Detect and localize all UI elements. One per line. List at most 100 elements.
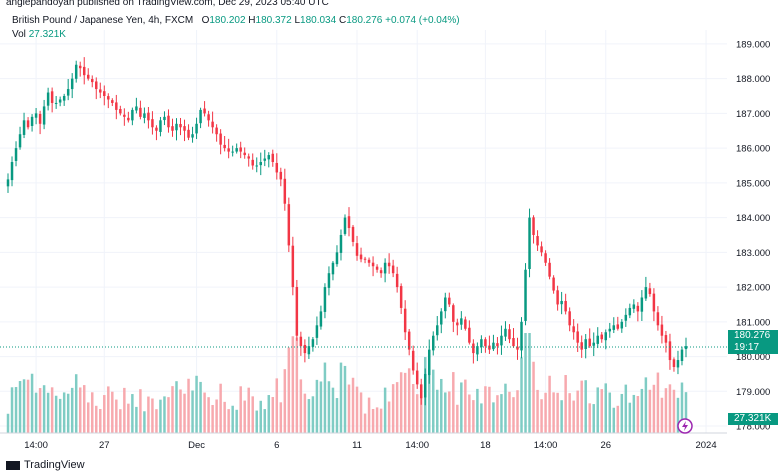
volume-bar	[628, 402, 632, 433]
volume-bar	[640, 388, 644, 433]
volume-bar	[307, 399, 311, 433]
volume-bar	[440, 378, 443, 433]
candle-body	[351, 226, 355, 242]
candle-body	[684, 346, 688, 350]
candle-body	[436, 325, 439, 336]
candle-body	[62, 96, 66, 101]
volume-bar	[644, 377, 648, 433]
volume-bar	[371, 408, 375, 433]
volume-bar	[199, 381, 202, 433]
volume-bar	[664, 388, 668, 433]
candle-body	[387, 262, 391, 267]
candle-body	[303, 344, 307, 354]
candle-body	[460, 318, 463, 325]
candle-body	[500, 335, 503, 346]
candle-body	[243, 152, 246, 156]
volume-bar	[70, 387, 74, 433]
volume-bar	[524, 333, 527, 433]
candle-body	[18, 134, 22, 148]
volume-bar	[532, 361, 535, 433]
volume-bar	[183, 393, 186, 433]
y-tick-label: 178.000	[736, 422, 770, 433]
y-tick-label: 179.000	[736, 387, 770, 398]
candle-body	[427, 349, 431, 376]
symbol-title[interactable]: British Pound / Japanese Yen, 4h, FXCM	[12, 15, 194, 26]
volume-bar	[139, 389, 142, 433]
volume-bar	[556, 392, 559, 433]
candle-body	[99, 89, 102, 93]
y-tick-label: 181.000	[736, 317, 770, 328]
candle-body	[231, 151, 234, 153]
candle-body	[331, 262, 335, 275]
candle-body	[468, 327, 471, 343]
volume-bar	[452, 372, 455, 433]
candle-body	[343, 217, 347, 234]
candle-body	[680, 349, 684, 361]
candle-body	[359, 254, 363, 260]
candle-body	[656, 312, 660, 326]
volume-bar	[415, 394, 419, 433]
candle-body	[66, 89, 70, 96]
candle-body	[375, 266, 379, 270]
candle-body	[203, 108, 206, 114]
volume-bar	[26, 379, 30, 433]
volume-bar	[548, 375, 551, 433]
candle-body	[524, 269, 527, 321]
volume-bar	[684, 392, 688, 433]
volume-bar	[427, 352, 431, 433]
candle-body	[30, 116, 34, 126]
volume-bar	[608, 392, 612, 433]
volume-bar	[151, 398, 154, 433]
candle-body	[568, 311, 571, 326]
volume-bar	[207, 397, 210, 433]
volume-bars	[6, 333, 688, 433]
volume-bar	[215, 399, 218, 433]
candle-body	[395, 273, 399, 288]
volume-bar	[584, 380, 587, 433]
volume-bar	[191, 390, 194, 433]
volume-bar	[74, 374, 78, 433]
candle-body	[367, 259, 371, 263]
candle-body	[476, 346, 479, 355]
candle-body	[532, 217, 535, 235]
volume-bar	[91, 392, 94, 433]
volume-bar	[544, 392, 547, 433]
close-label: C	[338, 15, 347, 26]
volume-bar	[472, 400, 475, 433]
volume-bar	[680, 382, 684, 433]
volume-bar	[195, 375, 198, 433]
volume-bar	[604, 383, 608, 433]
volume-bar	[588, 403, 591, 433]
candle-body	[355, 243, 359, 256]
volume-bar	[500, 394, 503, 433]
candle-body	[307, 346, 311, 355]
volume-bar	[504, 383, 507, 433]
volume-bar	[460, 382, 463, 433]
volume-bar	[235, 409, 238, 433]
candle-body	[620, 321, 624, 329]
candle-body	[464, 319, 467, 329]
candle-body	[179, 124, 182, 128]
volume-bar	[444, 392, 447, 433]
publisher-line: anglepandoyan published on TradingView.c…	[6, 0, 329, 8]
candle-body	[54, 102, 58, 104]
candle-body	[58, 99, 62, 103]
candle-body	[628, 307, 632, 316]
volume-bar	[540, 399, 543, 433]
candle-body	[632, 304, 636, 309]
volume-bar	[375, 407, 379, 433]
x-tick-label: 18	[480, 440, 491, 451]
volume-bar	[175, 381, 178, 433]
candle-body	[127, 117, 130, 121]
candle-body	[143, 113, 146, 118]
candle-body	[151, 119, 154, 128]
volume-bar	[355, 386, 359, 433]
candle-body	[263, 158, 267, 161]
candles	[6, 57, 688, 406]
volume-bar	[295, 337, 299, 433]
volume-bar	[279, 402, 283, 433]
candle-body	[508, 329, 511, 340]
volume-bar	[251, 396, 254, 433]
tradingview-logo-icon	[6, 460, 20, 470]
